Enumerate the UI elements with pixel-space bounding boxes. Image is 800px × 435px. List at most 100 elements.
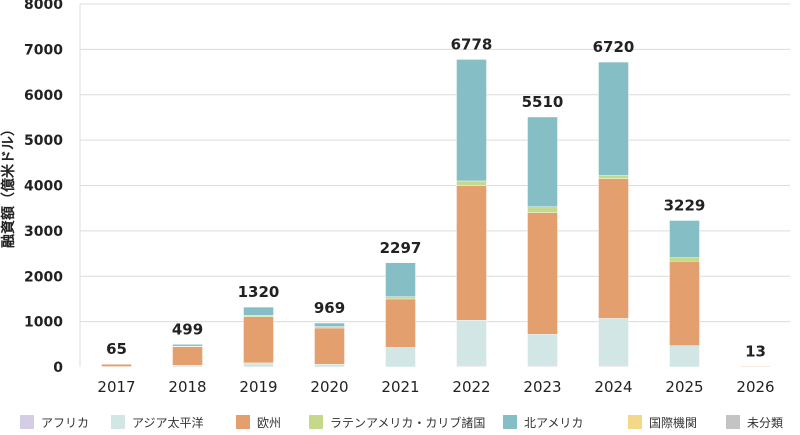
bar-segment [456,180,487,186]
total-label: 499 [172,320,203,338]
bar-segment [598,61,629,176]
x-tick-label: 2021 [381,378,419,396]
legend-label: 国際機関 [649,415,697,430]
bar-segment [527,206,558,213]
total-labels: 65 499 1320 969 2297 6778 5510 6720 3229 13 [106,35,766,360]
bar-segment [669,220,700,258]
total-label: 3229 [664,196,706,214]
legend-label: 北アメリカ [524,416,583,430]
legend-swatch [309,415,323,429]
bar-segment [598,175,629,179]
legend-label: ラテンアメリカ・カリブ諸国 [330,415,485,430]
bar-segment [456,185,487,321]
total-label: 65 [106,340,127,358]
legend-swatch [20,415,34,429]
bar-group-2023 [527,116,558,368]
bar-segment [172,344,203,347]
legend-label: アフリカ [41,416,89,430]
gridlines [79,3,790,367]
y-tick-label: 8000 [24,0,63,13]
bars [101,59,771,368]
bar-group-2022 [456,59,487,368]
bar-group-2020 [314,322,345,368]
legend-swatch [503,415,517,429]
y-tick-label: 4000 [24,179,63,195]
bar-segment [527,334,558,367]
bar-segment [243,306,274,316]
bar-segment [243,362,274,368]
bar-segment [385,347,416,368]
y-tick-label: 0 [53,360,63,376]
legend-label: 欧州 [257,416,281,430]
total-label: 969 [314,299,345,317]
bar-segment [527,212,558,335]
x-tick-label: 2024 [594,378,632,396]
legend-swatch [726,415,740,429]
bar-group-2021 [385,262,416,368]
legend-label: アジア太平洋 [132,415,204,430]
bar-segment [385,298,416,348]
bar-group-2017 [101,363,132,368]
x-tick-label: 2020 [310,378,348,396]
bar-group-2024 [598,61,629,368]
total-label: 2297 [380,239,422,257]
bar-segment [243,316,274,364]
bar-segment [385,296,416,300]
legend-item: 北アメリカ [503,415,583,430]
bar-segment [314,326,345,329]
legend: アフリカ アジア太平洋 欧州 ラテンアメリカ・カリブ諸国 北アメリカ 国際機関 未分類 [20,415,783,430]
total-label: 6778 [451,35,493,53]
legend-swatch [628,415,642,429]
bar-segment [669,257,700,262]
bar-segment [101,364,132,367]
bar-group-2025 [669,220,700,368]
legend-item: アジア太平洋 [111,415,204,430]
bar-segment [669,261,700,346]
legend-item: ラテンアメリカ・カリブ諸国 [309,415,485,430]
bar-segment [598,318,629,367]
y-tick-label: 2000 [24,269,63,285]
bar-segment [669,345,700,368]
legend-label: 未分類 [747,416,783,430]
bar-segment [172,346,203,366]
bar-segment [385,262,416,297]
legend-item: アフリカ [20,415,89,430]
legend-swatch [111,415,125,429]
x-tick-label: 2025 [665,378,703,396]
bar-segment [527,116,558,208]
bar-segment [598,178,629,319]
legend-item: 欧州 [236,415,281,430]
bar-segment [456,320,487,367]
x-tick-label: 2019 [239,378,277,396]
legend-item: 国際機関 [628,415,697,430]
bar-segment [314,327,345,365]
y-tick-label: 3000 [24,224,63,240]
y-tick-label: 5000 [24,133,63,149]
total-label: 6720 [593,38,635,56]
bar-segment [314,322,345,327]
y-tick-label: 1000 [24,315,63,331]
x-tick-label: 2026 [736,378,774,396]
bar-segment [172,364,203,368]
total-label: 5510 [522,93,564,111]
bar-segment [456,59,487,182]
total-label: 13 [745,342,766,360]
legend-swatch [236,415,250,429]
bar-group-2018 [172,344,203,368]
y-axis-ticks: 0 1000 2000 3000 4000 5000 6000 7000 8000 [24,0,63,376]
y-tick-label: 7000 [24,42,63,58]
x-tick-label: 2023 [523,378,561,396]
bar-group-2026 [740,366,771,368]
y-axis-label: 融資額（億米ドル） [0,122,17,248]
x-tick-label: 2017 [97,378,135,396]
legend-item: 未分類 [726,415,783,430]
y-tick-label: 6000 [24,88,63,104]
x-tick-label: 2018 [168,378,206,396]
x-tick-label: 2022 [452,378,490,396]
x-axis-ticks: 2017 2018 2019 2020 2021 2022 2023 2024 2025 2026 [97,378,774,396]
bar-group-2019 [243,306,274,368]
bar-segment [243,315,274,317]
bar-segment [740,366,771,368]
